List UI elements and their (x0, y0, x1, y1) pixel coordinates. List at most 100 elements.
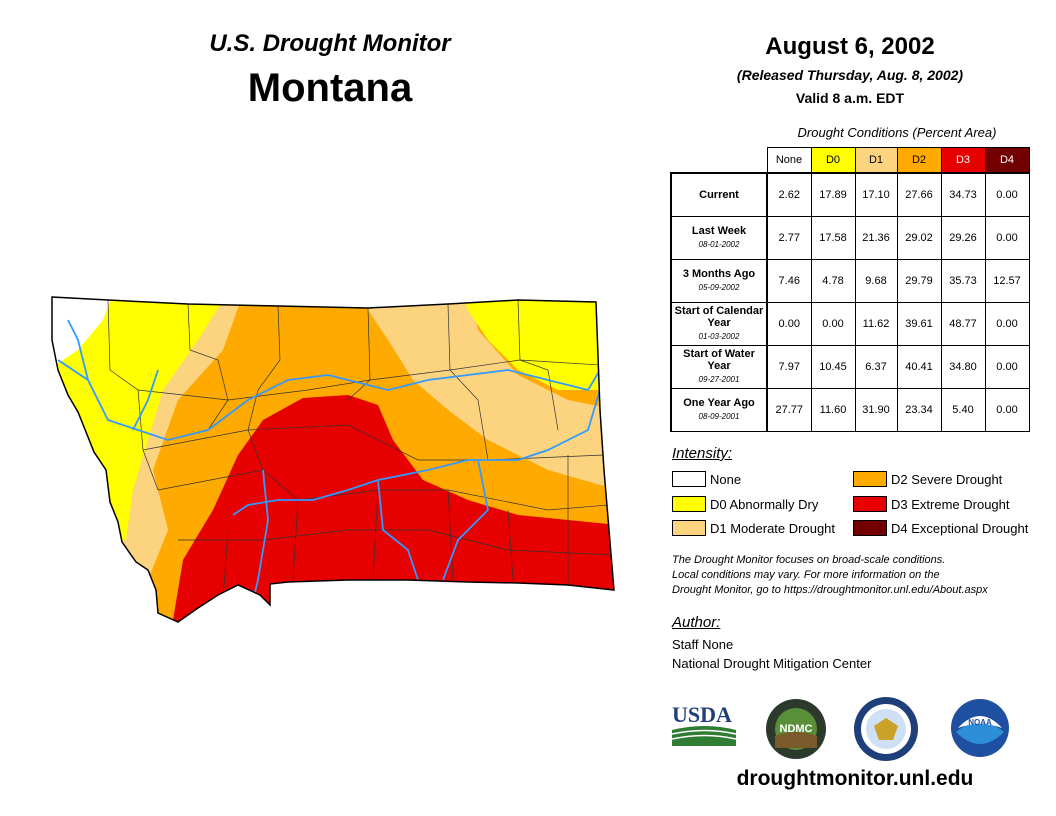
cell-d1: 31.90 (854, 388, 898, 432)
cell-d4: 0.00 (984, 216, 1030, 260)
site-url[interactable]: droughtmonitor.unl.edu (736, 767, 974, 790)
legend-swatch (672, 471, 706, 487)
none-zone (52, 297, 118, 370)
legend-swatch (853, 496, 887, 512)
cell-none: 27.77 (766, 388, 812, 432)
table-row: Start of Water Year 09-27-2001 7.97 10.45 6.… (670, 345, 1030, 389)
cell-d1: 6.37 (854, 345, 898, 389)
row-label-text: 3 Months Ago (682, 268, 756, 280)
col-d3-header: D3 (940, 147, 986, 174)
d1-northeast-zone (348, 297, 614, 490)
cell-d4: 0.00 (984, 345, 1030, 389)
cell-none: 2.77 (766, 216, 812, 260)
note-line: The Drought Monitor focuses on broad-sca… (672, 554, 946, 566)
col-d2-header: D2 (896, 147, 942, 174)
legend-label: D3 Extreme Drought (891, 496, 1010, 512)
row-label-text: Start of Water Year (683, 348, 755, 372)
cell-d1: 9.68 (854, 259, 898, 303)
cell-d4: 12.57 (984, 259, 1030, 303)
legend-d4: D4 Exceptional Drought (853, 520, 1028, 536)
cell-d0: 10.45 (810, 345, 856, 389)
cell-d4: 0.00 (984, 302, 1030, 346)
author-name: Staff None (672, 637, 734, 652)
cell-d2: 29.79 (896, 259, 942, 303)
cell-d3: 29.26 (940, 216, 986, 260)
legend-swatch (853, 520, 887, 536)
row-label: One Year Ago 08-09-2001 (670, 388, 768, 432)
row-label-date: 08-09-2001 (698, 412, 740, 421)
author-org: National Drought Mitigation Center (672, 656, 872, 671)
note-line: Drought Monitor, go to https://droughtmo… (672, 584, 988, 596)
cell-none: 7.97 (766, 345, 812, 389)
row-label-date: 09-27-2001 (698, 375, 740, 384)
svg-text:NOAA: NOAA (968, 718, 992, 727)
legend-label: D4 Exceptional Drought (891, 520, 1029, 536)
legend-label: D2 Severe Drought (891, 471, 1003, 487)
table-row: 3 Months Ago 05-09-2002 7.46 4.78 9.68 29.79 3… (670, 259, 1030, 303)
table-row: One Year Ago 08-09-2001 27.77 11.60 31.90 23.… (670, 388, 1030, 432)
cell-d0: 17.58 (810, 216, 856, 260)
row-label-text: Start of Calendar Year (674, 305, 764, 329)
cell-d0: 11.60 (810, 388, 856, 432)
row-label: 3 Months Ago 05-09-2002 (670, 259, 768, 303)
row-label-date: 08-01-2002 (698, 240, 740, 249)
cell-d3: 34.80 (940, 345, 986, 389)
county-lines (107, 299, 614, 601)
cell-d3: 48.77 (940, 302, 986, 346)
cell-d1: 17.10 (854, 172, 898, 217)
row-label-text: Current (699, 189, 739, 201)
row-label: Current (670, 172, 768, 217)
row-label-date: 01-03-2002 (698, 332, 740, 341)
col-d0-header: D0 (810, 147, 856, 174)
col-d1-header: D1 (854, 147, 898, 174)
cell-none: 0.00 (766, 302, 812, 346)
cell-none: 2.62 (766, 172, 812, 217)
table-caption: Drought Conditions (Percent Area) (797, 125, 997, 140)
legend-d0: D0 Abnormally Dry (672, 496, 818, 512)
svg-text:NDMC: NDMC (780, 723, 813, 735)
state-name: Montana (247, 66, 413, 110)
usda-logo: USDA (671, 702, 737, 746)
header-blank-cell (671, 147, 768, 174)
legend-d3: D3 Extreme Drought (853, 496, 1010, 512)
legend-label: D1 Moderate Drought (710, 520, 836, 536)
valid-time: Valid 8 a.m. EDT (795, 90, 905, 106)
cell-d4: 0.00 (984, 388, 1030, 432)
cell-d3: 5.40 (940, 388, 986, 432)
ndmc-logo: NDMC (766, 699, 826, 759)
svg-text:USDA: USDA (672, 702, 732, 727)
row-label: Start of Water Year 09-27-2001 (670, 345, 768, 389)
cell-d3: 34.73 (940, 172, 986, 217)
cell-d0: 4.78 (810, 259, 856, 303)
row-label: Last Week 08-01-2002 (670, 216, 768, 260)
cell-d0: 0.00 (810, 302, 856, 346)
cell-d2: 27.66 (896, 172, 942, 217)
row-label-text: Last Week (691, 225, 747, 237)
row-label-text: One Year Ago (683, 397, 755, 409)
legend-d1: D1 Moderate Drought (672, 520, 835, 536)
legend-swatch (672, 496, 706, 512)
col-none-header: None (766, 147, 812, 174)
table-row: Current 2.62 17.89 17.10 27.66 34.73 0.00 (670, 172, 1030, 217)
cell-d2: 23.34 (896, 388, 942, 432)
legend-d2: D2 Severe Drought (853, 471, 1002, 487)
legend-label: D0 Abnormally Dry (710, 496, 819, 512)
cell-d1: 21.36 (854, 216, 898, 260)
cell-d3: 35.73 (940, 259, 986, 303)
cell-d2: 39.61 (896, 302, 942, 346)
table-header-row: None D0 D1 D2 D3 D4 (671, 147, 1030, 174)
state-outline (51, 296, 615, 623)
row-label: Start of Calendar Year 01-03-2002 (670, 302, 768, 346)
intensity-title: Intensity: (672, 445, 733, 462)
legend-swatch (672, 520, 706, 536)
table-row: Start of Calendar Year 01-03-2002 0.00 0.00… (670, 302, 1030, 346)
commerce-seal-logo (854, 697, 918, 761)
map-date: August 6, 2002 (765, 33, 935, 60)
cell-none: 7.46 (766, 259, 812, 303)
cell-d1: 11.62 (854, 302, 898, 346)
cell-d0: 17.89 (810, 172, 856, 217)
disclaimer-note: The Drought Monitor focuses on broad-sca… (672, 553, 1052, 598)
cell-d2: 29.02 (896, 216, 942, 260)
row-label-date: 05-09-2002 (698, 283, 740, 292)
noaa-logo: NOAA (951, 699, 1009, 757)
